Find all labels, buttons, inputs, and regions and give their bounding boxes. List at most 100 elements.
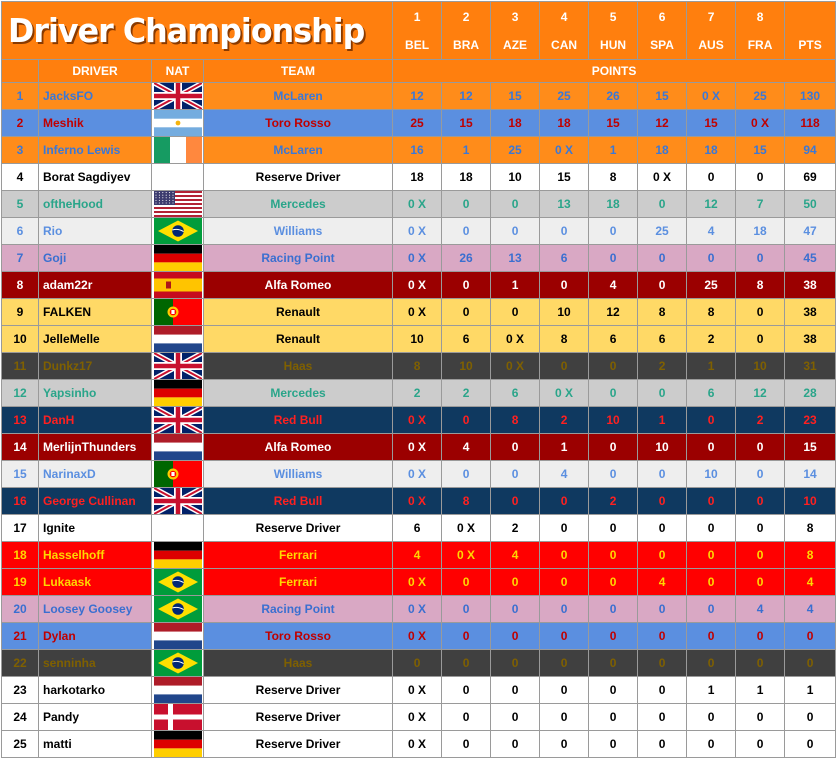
result-cell-aus: 0 xyxy=(686,568,737,596)
team-cell: Haas xyxy=(202,649,394,677)
position-cell: 1 xyxy=(1,82,39,110)
result-cell-bra: 0 xyxy=(441,298,492,326)
nationality-cell xyxy=(151,136,204,164)
nationality-cell xyxy=(151,298,204,326)
table-row: 10 JelleMelle Renault 10 6 0 X 8 6 6 2 0 38 xyxy=(1,325,836,353)
nat-header: NAT xyxy=(151,59,204,83)
result-cell-aus: 8 xyxy=(686,298,737,326)
table-row: 22 senninha Haas 0 0 0 0 0 0 0 0 0 xyxy=(1,649,836,677)
race-header-aus: 7 AUS xyxy=(686,1,737,60)
result-cell-fra: 0 xyxy=(735,244,786,272)
result-cell-hun: 6 xyxy=(588,325,639,353)
team-cell: Reserve Driver xyxy=(202,514,394,542)
result-cell-bel: 0 X xyxy=(392,298,443,326)
result-cell-hun: 0 xyxy=(588,622,639,650)
result-cell-fra: 0 xyxy=(735,163,786,191)
result-cell-hun: 26 xyxy=(588,82,639,110)
result-cell-bel: 0 X xyxy=(392,622,443,650)
team-cell: Red Bull xyxy=(202,406,394,434)
result-cell-fra: 7 xyxy=(735,190,786,218)
result-cell-can: 0 xyxy=(539,568,590,596)
driver-name-cell: adam22r xyxy=(38,271,152,299)
result-cell-can: 1 xyxy=(539,433,590,461)
points-total-cell: 1 xyxy=(784,676,836,704)
team-cell: Racing Point xyxy=(202,244,394,272)
title-row: Driver Championship 1 BEL 2 BRA 3 AZE 4 CAN 5 HUN… xyxy=(0,1,836,60)
result-cell-spa: 0 xyxy=(637,487,688,515)
position-cell: 23 xyxy=(1,676,39,704)
points-total-cell: 8 xyxy=(784,541,836,569)
result-cell-bra: 0 xyxy=(441,190,492,218)
result-cell-fra: 0 xyxy=(735,703,786,731)
nationality-cell xyxy=(151,487,204,515)
team-cell: Renault xyxy=(202,298,394,326)
table-row: 14 MerlijnThunders Alfa Romeo 0 X 4 0 1 0 10 0 0 1… xyxy=(1,433,836,461)
result-cell-can: 0 xyxy=(539,352,590,380)
team-cell: Reserve Driver xyxy=(202,676,394,704)
nationality-cell xyxy=(151,514,204,542)
result-cell-aus: 15 xyxy=(686,109,737,137)
result-cell-can: 25 xyxy=(539,82,590,110)
result-cell-spa: 0 xyxy=(637,514,688,542)
pos-header xyxy=(1,59,39,83)
netherlands-flag-icon xyxy=(153,623,202,649)
table-row: 2 Meshik Toro Rosso 25 15 18 18 15 12 15 0 X 118 xyxy=(1,109,836,137)
team-cell: Mercedes xyxy=(202,379,394,407)
points-total-cell: 31 xyxy=(784,352,836,380)
result-cell-hun: 0 xyxy=(588,676,639,704)
result-cell-aus: 0 xyxy=(686,433,737,461)
result-cell-spa: 0 xyxy=(637,676,688,704)
result-cell-bel: 0 X xyxy=(392,487,443,515)
position-cell: 13 xyxy=(1,406,39,434)
points-total-cell: 28 xyxy=(784,379,836,407)
result-cell-aus: 1 xyxy=(686,352,737,380)
race-code: BEL xyxy=(405,37,430,52)
race-code: AZE xyxy=(503,37,528,52)
race-code: AUS xyxy=(698,37,724,52)
nationality-cell xyxy=(151,406,204,434)
brazil-flag-icon xyxy=(153,596,202,622)
result-cell-can: 18 xyxy=(539,109,590,137)
result-cell-aze: 0 xyxy=(490,676,541,704)
result-cell-bra: 0 xyxy=(441,271,492,299)
driver-name-cell: Dunkz17 xyxy=(38,352,152,380)
result-cell-hun: 0 xyxy=(588,703,639,731)
points-total-cell: 38 xyxy=(784,298,836,326)
table-row: 6 Rio Williams 0 X 0 0 0 0 25 4 18 47 xyxy=(1,217,836,245)
result-cell-bra: 10 xyxy=(441,352,492,380)
result-cell-bra: 15 xyxy=(441,109,492,137)
race-code: CAN xyxy=(551,37,578,52)
points-total-cell: 130 xyxy=(784,82,836,110)
nationality-cell xyxy=(151,568,204,596)
points-total-cell: 38 xyxy=(784,271,836,299)
argentina-flag-icon xyxy=(153,110,202,136)
result-cell-aus: 0 xyxy=(686,703,737,731)
result-cell-hun: 0 xyxy=(588,514,639,542)
points-total-cell: 47 xyxy=(784,217,836,245)
result-cell-aze: 0 xyxy=(490,730,541,758)
result-cell-spa: 0 xyxy=(637,649,688,677)
team-cell: Reserve Driver xyxy=(202,730,394,758)
position-cell: 16 xyxy=(1,487,39,515)
result-cell-bra: 6 xyxy=(441,325,492,353)
driver-name-cell: NarinaxD xyxy=(38,460,152,488)
result-cell-aze: 0 xyxy=(490,595,541,623)
pts-header: PTS xyxy=(784,1,836,60)
ireland-flag-icon xyxy=(153,137,202,163)
result-cell-aus: 0 xyxy=(686,244,737,272)
result-cell-aze: 8 xyxy=(490,406,541,434)
result-cell-can: 0 xyxy=(539,649,590,677)
result-cell-fra: 0 xyxy=(735,433,786,461)
position-cell: 8 xyxy=(1,271,39,299)
position-cell: 3 xyxy=(1,136,39,164)
table-row: 9 FALKEN Renault 0 X 0 0 10 12 8 8 0 38 xyxy=(1,298,836,326)
result-cell-bra: 2 xyxy=(441,379,492,407)
result-cell-bra: 4 xyxy=(441,433,492,461)
result-cell-bra: 0 xyxy=(441,676,492,704)
driver-name-cell: Yapsinho xyxy=(38,379,152,407)
result-cell-fra: 0 xyxy=(735,298,786,326)
position-cell: 15 xyxy=(1,460,39,488)
result-cell-fra: 0 X xyxy=(735,109,786,137)
race-number: 1 xyxy=(413,9,421,24)
